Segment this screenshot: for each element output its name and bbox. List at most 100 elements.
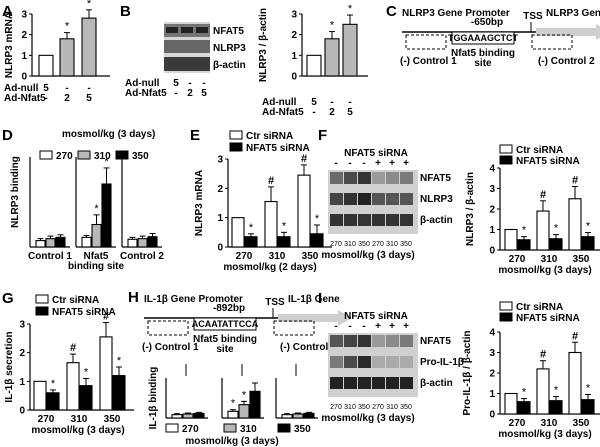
significance-mark: #: [540, 349, 546, 361]
blot-band: [400, 356, 413, 368]
category-label: 270: [38, 414, 55, 425]
y-tick-label: 2: [217, 184, 223, 195]
x-axis-label: mosmol/kg (3 days): [498, 429, 591, 440]
treatment-sign: +: [403, 158, 409, 169]
significance-mark: *: [249, 222, 254, 234]
significance-mark: #: [103, 311, 109, 323]
blot-label: NFAT5: [213, 26, 244, 37]
x-axis-label: mosmol/kg (3 days): [185, 436, 278, 447]
blot-xlabel: mosmol/kg (3 days): [321, 250, 414, 261]
gene-label: NLRP3 Gene: [546, 8, 600, 19]
y-tick-label: 1: [489, 389, 495, 400]
bar: [66, 362, 80, 411]
bar: [249, 390, 261, 419]
bar: [536, 368, 550, 415]
bar: [127, 238, 138, 248]
osm-label: 310: [344, 404, 356, 411]
y-tick-label: 2: [291, 30, 297, 41]
bar: [35, 240, 46, 248]
blot-label: β-actin: [213, 60, 246, 71]
blot-band: [344, 356, 357, 368]
gene-arrow: [536, 24, 600, 40]
legend-label: NFAT5 siRNA: [516, 156, 580, 167]
row-label: Ad-Nfat5: [262, 107, 304, 118]
blot-band: [400, 172, 413, 184]
bar: [101, 183, 112, 248]
chart-title: mosmol/kg (3 days): [62, 129, 155, 140]
panel-letter: D: [2, 127, 13, 144]
blot-band: [372, 356, 385, 368]
significance-mark: *: [84, 366, 89, 378]
blot-band: [330, 214, 343, 226]
bp-label: -892bp: [213, 303, 245, 314]
legend-swatch: [229, 142, 243, 152]
bar: [517, 239, 531, 251]
control1-box: [405, 34, 447, 50]
gene-arrow: [278, 310, 352, 326]
bar: [33, 380, 47, 411]
panel-letter: G: [2, 290, 14, 307]
osm-label: 310: [386, 241, 398, 248]
blot-band: [344, 172, 357, 184]
bar: [81, 17, 97, 77]
bar: [549, 238, 563, 251]
blot-band: [358, 335, 371, 347]
osm-label: 270: [372, 241, 384, 248]
gene-label: IL-1β Gene: [288, 294, 340, 305]
legend-swatch: [223, 423, 237, 433]
treatment-sign: +: [389, 321, 395, 332]
row-label: Ad-null: [4, 83, 39, 94]
treatment-sign: +: [375, 321, 381, 332]
bar: [277, 236, 291, 248]
blot-band: [358, 172, 371, 184]
blot-band: [400, 214, 413, 226]
blot-band: [400, 193, 413, 205]
bar: [38, 54, 54, 77]
y-tick-label: 3: [21, 10, 27, 21]
blot-band: [196, 27, 208, 33]
control2-label: (-) Control 2: [280, 342, 337, 353]
category-label: 270: [509, 254, 526, 265]
y-tick-label: 1: [19, 377, 25, 388]
blot-label: NLRP3: [213, 43, 246, 54]
y-tick-label: 0: [291, 72, 297, 83]
bar: [137, 238, 148, 248]
bar: [227, 410, 239, 419]
panel-letter: A: [2, 3, 13, 20]
y-tick-label: 0: [21, 72, 27, 83]
legend-label: NFAT5 siRNA: [516, 313, 580, 324]
legend-swatch: [35, 294, 49, 304]
legend-label: Ctr siRNA: [52, 295, 99, 306]
category-label: 310: [269, 251, 286, 262]
legend-label: Ctr siRNA: [246, 131, 293, 142]
row-value: 5: [173, 78, 179, 89]
significance-mark: *: [554, 223, 559, 235]
osm-label: 310: [344, 241, 356, 248]
treatment-sign: -: [334, 158, 337, 169]
treatment-sign: -: [348, 158, 351, 169]
bar: [193, 412, 205, 419]
binding-sequence: ACAATATTCCA: [192, 319, 259, 329]
bar: [81, 236, 92, 248]
group-label: Nfat5: [83, 251, 108, 262]
blot-band: [372, 193, 385, 205]
significance-mark: *: [231, 398, 236, 410]
blot-actin: [164, 57, 210, 71]
blot-band: [372, 172, 385, 184]
y-tick-label: 2: [489, 369, 495, 380]
blot-band: [344, 335, 357, 347]
significance-mark: *: [348, 3, 353, 15]
row-value: 5: [201, 88, 207, 99]
bar: [281, 414, 293, 419]
y-tick-label: 0: [217, 243, 223, 254]
y-axis-label: IL-1β secretion: [4, 331, 15, 402]
category-label: 350: [104, 414, 121, 425]
binding-sequence: TGGAAAGCTCT: [448, 33, 518, 43]
y-tick-label: 1: [489, 225, 495, 236]
binding-site-label: site: [474, 58, 492, 69]
legend-swatch: [277, 423, 291, 433]
binding-site-label: site: [216, 344, 234, 355]
bar: [504, 228, 518, 251]
significance-mark: *: [65, 21, 70, 33]
